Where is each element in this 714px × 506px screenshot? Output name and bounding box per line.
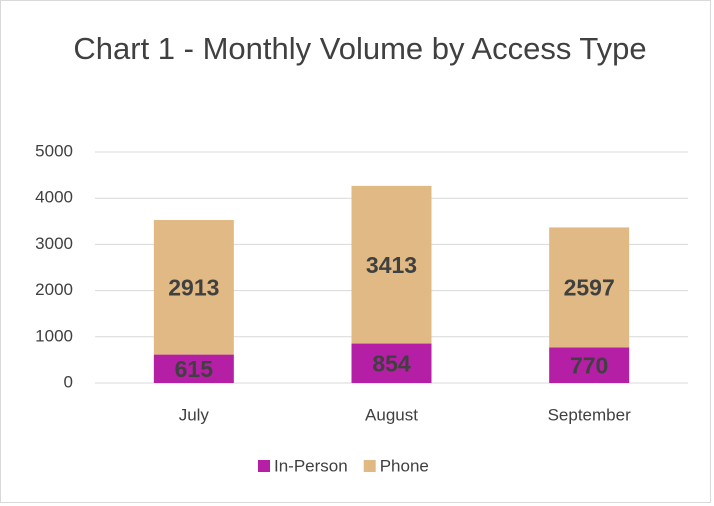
data-label: 3413 (366, 252, 417, 278)
y-tick-label: 2000 (35, 280, 73, 299)
bar-segment (153, 220, 234, 355)
data-label: 615 (175, 356, 214, 382)
legend-swatch (363, 460, 376, 472)
y-tick-label: 3000 (35, 234, 73, 253)
chart-title: Chart 1 - Monthly Volume by Access Type (73, 31, 647, 66)
bar-segment (549, 347, 630, 383)
data-label: 770 (570, 352, 608, 378)
bar-segment (351, 185, 432, 344)
data-label: 854 (372, 350, 411, 376)
legend-label: Phone (380, 456, 429, 475)
x-tick-label: September (548, 405, 631, 424)
y-tick-label: 1000 (35, 326, 73, 345)
bar-segment (153, 354, 234, 383)
bar-segment (549, 227, 630, 348)
x-tick-label: July (179, 405, 210, 424)
y-tick-label: 5000 (35, 141, 73, 160)
y-tick-label: 0 (64, 372, 73, 391)
y-tick-label: 4000 (35, 188, 73, 207)
legend-label: In-Person (274, 456, 348, 475)
legend-swatch (258, 460, 270, 472)
x-tick-label: August (365, 405, 418, 424)
data-label: 2597 (564, 275, 615, 301)
data-label: 2913 (168, 274, 219, 300)
bar-segment (351, 343, 432, 383)
